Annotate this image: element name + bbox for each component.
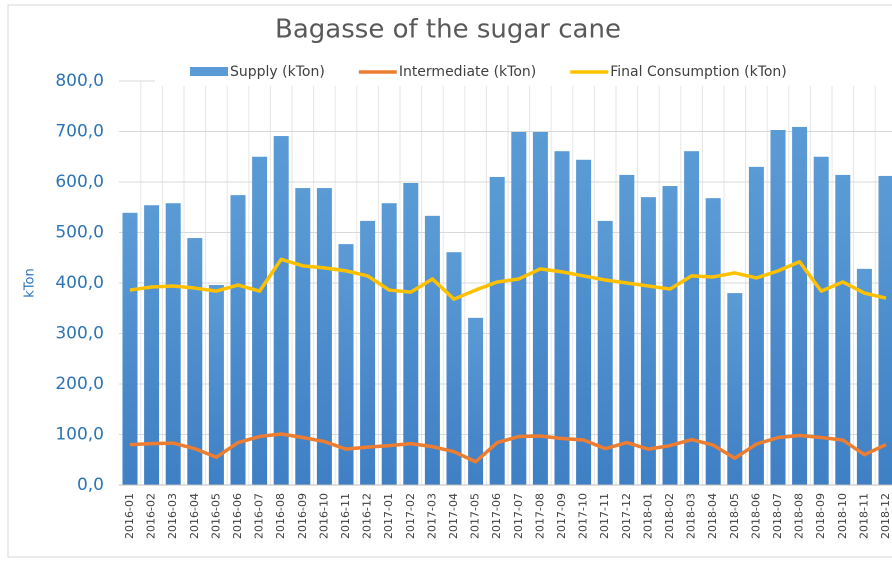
bar [144,205,160,486]
line [129,257,887,301]
x-tick-label: 2016-09 [296,493,309,539]
bar [360,220,376,485]
x-tick-label: 2017-11 [598,493,611,539]
bar [813,156,829,485]
y-axis-label: kTon [23,268,38,297]
x-tick-label: 2016-11 [339,493,352,539]
x-tick-label: 2017-07 [512,493,525,539]
bar [208,285,224,485]
bar [165,203,181,485]
x-tick-label: 2016-04 [188,493,201,539]
x-tick-label: 2016-10 [317,493,330,539]
x-tick-label: 2017-12 [620,493,633,539]
bar [187,238,203,485]
bar [748,166,764,485]
x-tick-label: 2016-05 [209,493,222,539]
x-tick-label: 2016-01 [123,493,136,539]
bar [316,188,332,485]
x-tick-label: 2016-12 [361,493,374,539]
x-tick-label: 2016-06 [231,493,244,539]
bar [273,136,289,486]
bar [640,197,656,485]
x-tick-label: 2018-12 [879,493,892,539]
bar [856,268,872,485]
bar [381,203,397,485]
line [129,432,887,464]
x-tick-label: 2018-07 [771,493,784,539]
x-tick-label: 2018-06 [749,493,762,539]
plot: 0,0 100,0 200,0 300,0 400,0 500,0 600,0 700,0 80… [55,71,892,539]
bar [489,176,505,485]
bar [619,174,635,485]
x-tick-label: 2018-01 [641,493,654,539]
x-tick-label: 2017-04 [447,493,460,539]
x-tick-label: 2018-02 [663,493,676,539]
bar [727,293,743,485]
bar [338,244,354,485]
x-tick-label: 2017-01 [382,493,395,539]
bar [597,220,613,485]
bar [295,188,311,485]
legend-swatch [190,67,228,76]
legend-label: Final Consumption (kTon) [610,64,787,80]
chart-title: Bagasse of the sugar cane [275,15,621,45]
x-tick-label: 2018-11 [857,493,870,539]
y-tick-label: 700,0 [55,122,104,142]
bar [792,126,808,485]
bar [446,252,462,485]
x-tick-label: 2018-10 [836,493,849,539]
x-tick-label: 2018-08 [793,493,806,539]
bar [252,156,268,485]
x-tick-label: 2017-02 [404,493,417,539]
bar [770,129,786,486]
x-tick-label: 2016-02 [145,493,158,539]
y-tick-label: 300,0 [55,324,104,344]
bar [878,175,892,485]
bar [662,186,678,486]
x-tick-label: 2017-03 [425,493,438,539]
bar [468,317,484,485]
y-tick-label: 500,0 [55,223,104,243]
x-tick-label: 2017-09 [555,493,568,539]
legend-label: Supply (kTon) [230,64,325,80]
bar [403,183,419,485]
bar [122,212,138,485]
bar [230,195,246,485]
bar [576,159,592,485]
x-tick-label: 2016-07 [253,493,266,539]
y-tick-label: 100,0 [55,425,104,445]
y-tick-label: 0,0 [77,475,104,495]
x-tick-label: 2016-08 [274,493,287,539]
bar [705,198,721,485]
x-tick-label: 2016-03 [166,493,179,539]
x-tick-label: 2017-08 [533,493,546,539]
y-tick-label: 200,0 [55,374,104,394]
x-tick-label: 2018-04 [706,493,719,539]
x-tick-label: 2017-10 [577,493,590,539]
y-tick-label: 400,0 [55,273,104,293]
y-tick-label: 800,0 [55,71,104,91]
x-tick-label: 2018-03 [685,493,698,539]
x-tick-label: 2018-09 [814,493,827,539]
x-tick-label: 2017-06 [490,493,503,539]
bar [835,174,851,485]
bar [532,132,548,485]
y-tick-label: 600,0 [55,172,104,192]
legend-label: Intermediate (kTon) [399,64,536,80]
legend-box [155,58,892,86]
x-tick-label: 2018-05 [728,493,741,539]
bar [511,132,527,485]
x-tick-label: 2017-05 [469,493,482,539]
bar [554,151,570,485]
bar [684,151,700,485]
